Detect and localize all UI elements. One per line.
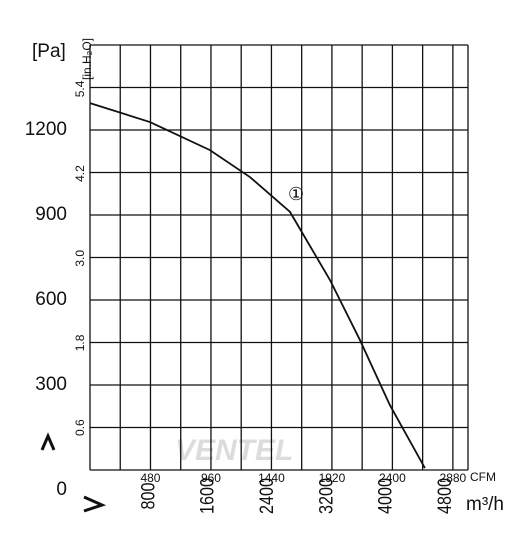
x2-tick-label: 4800: [434, 478, 456, 514]
right-arrow: [83, 495, 107, 513]
curve-label: ①: [288, 184, 304, 204]
x2-unit-label: m³/h: [466, 494, 504, 515]
x-tick-label: 1440: [258, 471, 285, 485]
x-tick-label: 480: [140, 471, 160, 485]
x-tick-label: 2400: [379, 471, 406, 485]
x2-tick-label: 1600: [196, 478, 218, 514]
y2-tick-label: 3.0: [73, 250, 87, 267]
x-tick-label: 2880: [440, 471, 467, 485]
x2-tick-label: 3200: [315, 478, 337, 514]
watermark: VENTEL: [175, 434, 293, 467]
y-tick-label: 0: [56, 479, 67, 500]
x-unit-label: CFM: [470, 470, 496, 484]
y2-tick-label: 1.8: [73, 334, 87, 351]
y2-tick-label: 5.4: [73, 80, 87, 97]
y2-tick-label: 0.6: [73, 419, 87, 436]
x2-tick-label: 2400: [256, 478, 278, 514]
y-tick-label: 1200: [25, 119, 67, 140]
curve: [89, 102, 426, 469]
up-arrow: [40, 432, 56, 451]
y2-unit-label: [in.H₂O]: [80, 38, 94, 80]
x-tick-label: 1920: [319, 471, 346, 485]
x2-tick-label: 4000: [374, 478, 396, 514]
y-tick-label: 600: [35, 289, 67, 310]
y2-tick-label: 4.2: [73, 165, 87, 182]
x2-tick-label: 800: [137, 482, 159, 509]
y-tick-label: 300: [35, 374, 67, 395]
x-tick-label: 960: [201, 471, 221, 485]
y-unit-label: [Pa]: [32, 41, 66, 62]
y-tick-label: 900: [35, 204, 67, 225]
